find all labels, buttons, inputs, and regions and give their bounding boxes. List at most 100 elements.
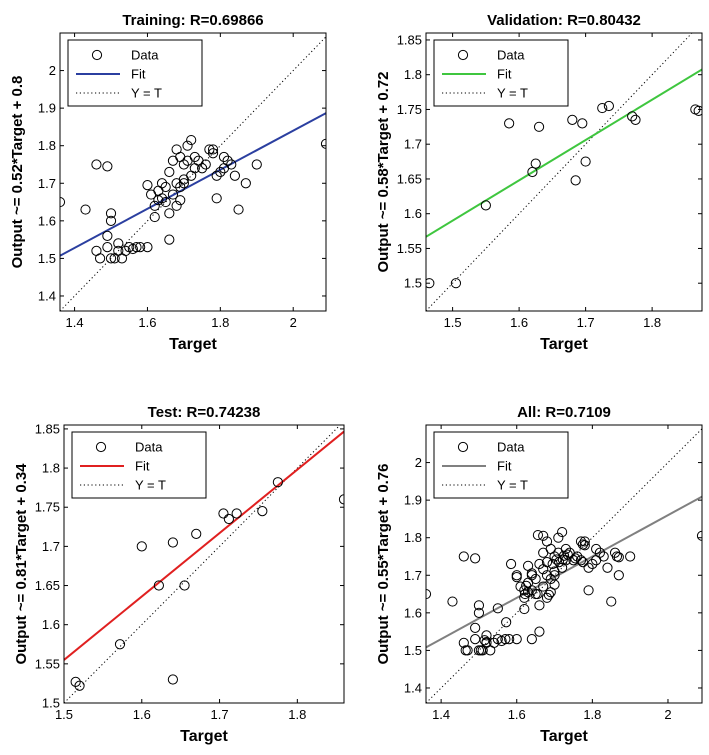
data-point [580,156,591,167]
legend: Data Fit Y = T [67,39,203,107]
legend-label-fit: Fit [497,67,512,82]
fit-line [426,68,702,238]
axes-frame [63,424,345,704]
data-point [567,114,578,125]
x-tick-label: 1.4 [432,707,450,722]
subplot-2: 1.5 1.6 1.7 1.8 1.5 1.55 1.6 1.65 1.7 1.75 1.8 1.85… [375,12,703,353]
y-tick-label: 1.7 [42,539,60,554]
y-tick-label: 1.8 [404,530,422,545]
data-point [175,195,186,206]
data-point [218,508,229,519]
data-point [475,645,486,656]
y-tick-label: 1.9 [38,101,56,116]
legend: Data Fit Y = T [433,431,569,499]
chart-title: Training: R=0.69866 [122,12,263,29]
x-tick-label: 1.6 [138,315,156,330]
data-point [549,566,560,577]
legend-label-fit: Fit [497,459,512,474]
data-point [470,553,481,564]
data-point [272,477,283,488]
y-tick-label: 1.75 [35,500,60,515]
data-point [696,530,702,541]
y-axis-label: Output ~= 0.58*Target + 0.72 [375,71,392,272]
data-point [543,589,554,600]
y-tick-label: 1.4 [38,288,56,303]
legend-label-identity: Y = T [497,478,528,493]
data-point [597,102,608,114]
legend-label-data: Data [497,440,525,455]
data-point [560,543,571,555]
data-point [91,159,102,170]
data-point [153,580,164,591]
data-point [583,585,594,596]
data-point [105,208,117,219]
data-point [541,592,553,603]
data-point [135,242,146,253]
data-point [557,554,568,565]
x-tick-label: 1.6 [508,707,526,722]
data-point [164,234,175,245]
data-point [450,278,462,289]
x-tick-label: 1.7 [577,315,595,330]
data-point [114,639,126,650]
data-point [534,558,545,570]
data-point [142,180,153,191]
data-point [480,200,491,211]
data-point [504,634,515,645]
fit-line [64,430,344,661]
identity-line [64,425,341,703]
x-tick-label: 1.6 [510,315,528,330]
data-point [473,600,485,611]
data-point [545,543,556,555]
data-point [105,253,117,264]
data-point [526,568,537,579]
data-point [105,215,117,226]
y-tick-label: 1.9 [404,493,422,508]
data-point [630,114,641,125]
legend-label-identity: Y = T [135,478,166,493]
chart-title: All: R=0.7109 [517,404,611,421]
y-tick-label: 1.55 [397,241,422,256]
axes-frame [59,32,327,312]
data-point [102,161,113,172]
y-tick-label: 1.8 [42,461,60,476]
data-point [167,537,178,548]
data-point [551,554,562,565]
subplot-1: 1.4 1.6 1.8 2 1.4 1.5 1.6 1.7 1.8 1.9 2 Training: R… [9,12,327,353]
y-tick-label: 1.5 [38,251,56,266]
data-point [519,585,530,596]
data-point [534,626,545,637]
data-point [538,564,549,575]
x-tick-label: 2 [664,707,671,722]
data-point [204,144,215,155]
data-point [156,193,168,204]
data-point [164,208,175,219]
data-point [583,562,594,573]
y-tick-label: 1.6 [42,617,60,632]
x-tick-label: 1.4 [66,315,84,330]
data-point [229,170,241,181]
data-point [142,242,153,253]
data-point [223,513,234,525]
data-point [553,532,564,543]
legend-label-identity: Y = T [497,86,528,101]
data-point [171,200,182,211]
x-tick-label: 1.8 [288,707,306,722]
data-point [211,193,222,204]
data-point [575,536,587,547]
data-point [120,245,131,256]
data-point [207,148,219,159]
data-point [521,580,532,591]
chart-title: Test: R=0.74238 [148,404,261,421]
data-point [70,676,81,687]
data-point [460,645,471,656]
data-point [602,562,613,573]
data-point [538,530,549,541]
data-point [557,526,568,538]
data-point [426,588,432,600]
data-point [167,189,179,200]
plot-content [60,36,326,311]
data-point [570,553,581,564]
y-tick-label: 1.55 [35,656,60,671]
data-point [532,588,543,600]
